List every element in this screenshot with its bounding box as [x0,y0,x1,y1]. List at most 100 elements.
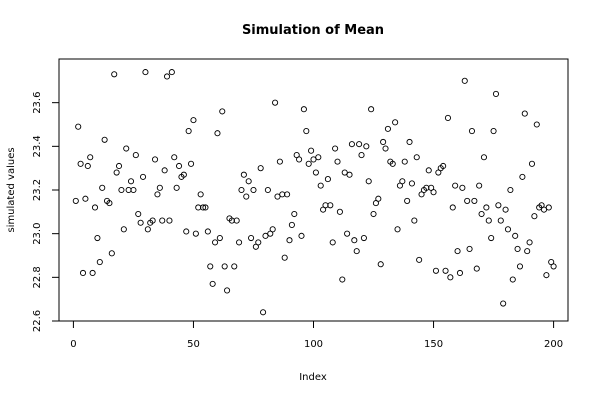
data-point [248,234,255,242]
data-point [528,160,536,167]
data-point [139,173,147,180]
data-point [305,160,312,167]
data-point [118,186,125,194]
data-point [298,232,305,239]
data-point [478,210,485,218]
data-point [296,156,303,163]
data-point [375,195,382,202]
data-point [113,169,120,176]
data-point [324,176,331,183]
data-point [497,217,504,224]
data-point [151,156,159,163]
data-point [346,171,353,178]
data-point [382,145,389,152]
data-point [394,226,401,233]
data-point [348,141,355,148]
data-point [272,99,279,106]
data-point [233,217,240,224]
data-point [490,127,497,135]
data-point [262,232,269,239]
data-point [377,261,384,268]
data-point [480,154,488,161]
data-point [504,226,512,233]
data-point [209,280,216,287]
chart-title: Simulation of Mean [242,23,384,38]
data-point [447,274,454,281]
data-point [236,239,243,246]
data-point [432,267,439,274]
data-point [543,272,550,279]
data-point [202,204,209,211]
data-point [531,213,538,220]
data-point [135,210,142,218]
y-axis: 22.6 22.8 23.0 23.2 23.4 23.6 [32,92,60,332]
data-point [411,217,418,224]
data-point [87,154,94,161]
data-point [380,138,387,146]
data-point [137,219,144,226]
data-point [212,239,219,246]
data-point [315,154,322,161]
data-point [166,217,173,224]
data-point [161,167,168,174]
data-point [99,184,106,191]
data-point [281,254,288,261]
data-point [399,178,406,185]
data-point [303,127,310,135]
data-point [144,226,151,233]
x-tick-label: 150 [424,339,443,350]
data-point [108,250,115,257]
data-point [173,184,180,191]
y-tick-label: 22.6 [32,310,43,332]
data-point [408,180,415,187]
data-point [171,154,178,161]
data-point [149,217,156,224]
y-tick-label: 23.4 [32,135,43,157]
data-point [207,263,214,270]
data-point [363,143,370,150]
data-point [91,204,99,211]
data-point [507,186,514,194]
data-point [533,121,540,128]
data-point [456,269,464,277]
data-point [476,182,483,189]
data-point [79,269,87,277]
data-point [142,69,149,76]
data-point [545,204,552,211]
data-point [288,221,295,228]
data-point [344,230,351,237]
data-point [336,208,343,215]
data-point [214,130,221,137]
data-point [473,265,480,272]
data-point [334,158,341,165]
x-tick-label: 50 [187,339,200,350]
x-axis: 0 50 100 150 200 [70,320,563,350]
data-point [156,184,163,191]
y-tick-label: 22.8 [32,266,43,288]
data-point [509,276,516,283]
data-point [384,125,391,132]
data-point [120,226,127,233]
data-point [452,182,459,189]
data-point [72,197,79,204]
data-point [358,152,365,159]
data-point [82,195,89,202]
data-point [243,193,250,200]
data-point [356,141,363,148]
data-point [449,204,456,211]
data-point [488,234,495,242]
data-point [168,69,175,76]
data-point [519,173,526,180]
data-point [123,145,130,152]
data-point [224,287,231,294]
data-point [492,90,500,97]
data-point [188,160,195,167]
data-point [221,263,228,270]
data-point [524,248,531,255]
data-point [154,191,161,198]
data-point [360,234,367,242]
data-point [353,248,360,255]
y-tick-label: 23.0 [32,223,43,245]
data-point [111,71,118,78]
